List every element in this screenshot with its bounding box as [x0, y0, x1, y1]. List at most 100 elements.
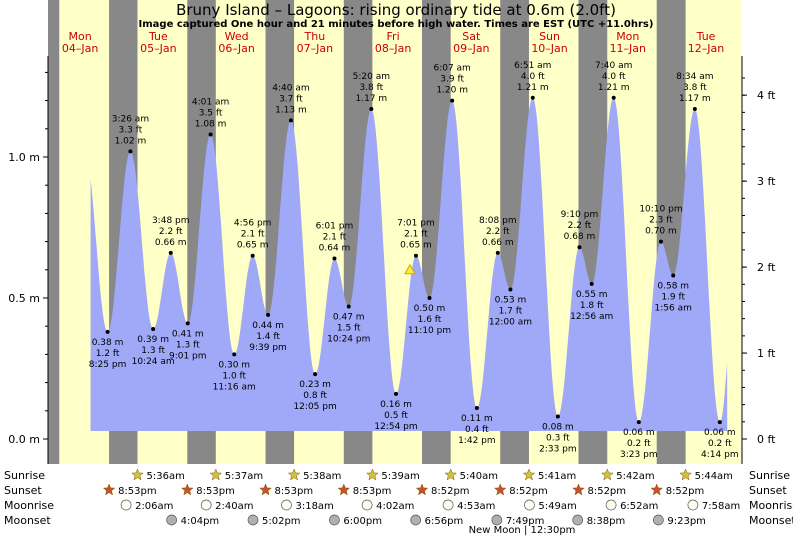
tide-labels: 0.38 m1.2 ft8:25 pm 3:26 am3.3 ft1.02 m 0.… — [89, 61, 739, 460]
tide-point — [128, 149, 133, 154]
tide-label: 0.58 m — [657, 281, 689, 291]
tide-label: 12:05 pm — [293, 402, 336, 412]
moonrise-time: 6:52am — [620, 501, 658, 512]
sunset-icon — [650, 483, 664, 496]
tide-label: 3.3 ft — [119, 125, 143, 135]
moonrise-icon — [361, 499, 373, 511]
sunrise-time: 5:44am — [695, 471, 733, 482]
left-tick-label: 0.0 m — [8, 433, 40, 446]
sunrise-icon — [679, 468, 692, 481]
moonset-time: 9:23pm — [667, 516, 706, 527]
sunset-time: 8:52pm — [666, 486, 705, 497]
tide-point — [636, 420, 641, 425]
tide-label: 6:01 pm — [316, 222, 354, 232]
tide-label: 1.2 ft — [96, 349, 120, 359]
tide-label: 3:48 pm — [152, 216, 190, 226]
tide-label: 12:54 pm — [374, 422, 417, 432]
moonset-time: 6:00pm — [343, 516, 382, 527]
tide-label: 1.9 ft — [661, 292, 685, 302]
sunrise-icon — [131, 468, 144, 481]
tide-label: 2.2 ft — [159, 227, 183, 237]
tide-label: 0.47 m — [333, 312, 365, 322]
sunset-time: 8:53pm — [275, 486, 314, 497]
sunrise-time: 5:39am — [381, 471, 419, 482]
tide-point — [413, 253, 418, 258]
sunrise-time: 5:36am — [146, 471, 184, 482]
sunrise-time: 5:40am — [460, 471, 498, 482]
tide-label: 0.65 m — [400, 241, 432, 251]
tide-label: 1.21 m — [517, 83, 549, 93]
moonrise-time: 2:06am — [135, 501, 173, 512]
sunrise-time: 5:38am — [303, 471, 341, 482]
tide-label: 2.1 ft — [323, 233, 347, 243]
tide-label: 0.55 m — [576, 290, 608, 300]
day-name: Tue — [696, 30, 716, 43]
tide-label: 4:14 pm — [701, 450, 739, 460]
tide-label: 1.0 ft — [222, 371, 246, 381]
tide-point — [288, 118, 293, 123]
tide-point — [346, 304, 351, 309]
tide-point — [577, 245, 582, 250]
tide-label: 3.7 ft — [279, 94, 303, 104]
tide-point — [508, 287, 513, 292]
tide-point — [427, 296, 432, 300]
tide-label: 3.9 ft — [440, 75, 464, 85]
sunset-time: 8:53pm — [353, 486, 392, 497]
tide-label: 9:39 pm — [249, 343, 287, 353]
sunset-icon — [415, 483, 429, 496]
sunset-time: 8:52pm — [431, 486, 470, 497]
tide-label: 1.3 ft — [176, 340, 200, 350]
tide-label: 0.70 m — [645, 227, 677, 237]
tide-label: 7:40 am — [595, 61, 632, 71]
sunset-icon — [337, 483, 351, 496]
moonrise-icon — [687, 499, 699, 511]
tide-label: 1.6 ft — [418, 315, 442, 325]
tide-label: 0.66 m — [482, 238, 514, 248]
tide-point — [589, 281, 594, 286]
tide-label: 1.4 ft — [256, 332, 280, 342]
sunrise-time: 5:37am — [225, 471, 263, 482]
tide-label: 2.2 ft — [486, 227, 510, 237]
tide-label: 3.8 ft — [359, 83, 383, 93]
row-label-right: Sunset — [749, 484, 787, 497]
day-date: 11–Jan — [610, 42, 646, 55]
day-date: 05–Jan — [140, 42, 176, 55]
tide-label: 0.11 m — [461, 414, 493, 424]
tide-label: 10:10 pm — [639, 205, 682, 215]
sunrise-icon — [522, 468, 536, 481]
tide-label: 0.2 ft — [708, 439, 732, 449]
tide-label: 0.16 m — [380, 400, 412, 410]
tide-label: 10:24 pm — [327, 334, 370, 344]
row-label-left: Sunrise — [4, 469, 45, 482]
tide-label: 0.2 ft — [627, 439, 651, 449]
moonset-icon — [247, 514, 259, 526]
tide-point — [611, 95, 616, 100]
tide-label: 4:56 pm — [234, 219, 272, 229]
tide-label: 1.02 m — [115, 136, 147, 146]
tide-point — [369, 107, 374, 112]
tide-label: 1.17 m — [679, 94, 711, 104]
tide-label: 3:26 am — [112, 114, 149, 124]
moonrise-icon — [120, 499, 132, 511]
sun-moon-rows: Sunrise Sunrise 5:36am 5:37am 5:38am 5:39am 5:… — [4, 468, 793, 536]
tide-label: 4.0 ft — [521, 72, 545, 82]
tide-label: 0.3 ft — [546, 433, 570, 443]
tide-point — [332, 256, 337, 261]
moonrise-icon — [281, 499, 292, 511]
tide-label: 2.3 ft — [649, 216, 673, 226]
tide-label: 5:20 am — [353, 72, 390, 82]
moonrise-icon — [200, 499, 212, 511]
right-tick-label: 4 ft — [757, 89, 776, 102]
tide-label: 0.4 ft — [465, 425, 489, 435]
sunset-icon — [180, 483, 194, 496]
tide-point — [717, 420, 722, 425]
tide-label: 1.7 ft — [499, 307, 523, 317]
tide-label: 1.17 m — [355, 94, 387, 104]
left-tick-label: 1.0 m — [8, 151, 40, 164]
moonset-icon — [166, 514, 177, 526]
day-date: 06–Jan — [218, 42, 254, 55]
tide-point — [394, 391, 399, 396]
tide-label: 3:23 pm — [620, 450, 658, 460]
sunset-icon — [572, 483, 585, 496]
